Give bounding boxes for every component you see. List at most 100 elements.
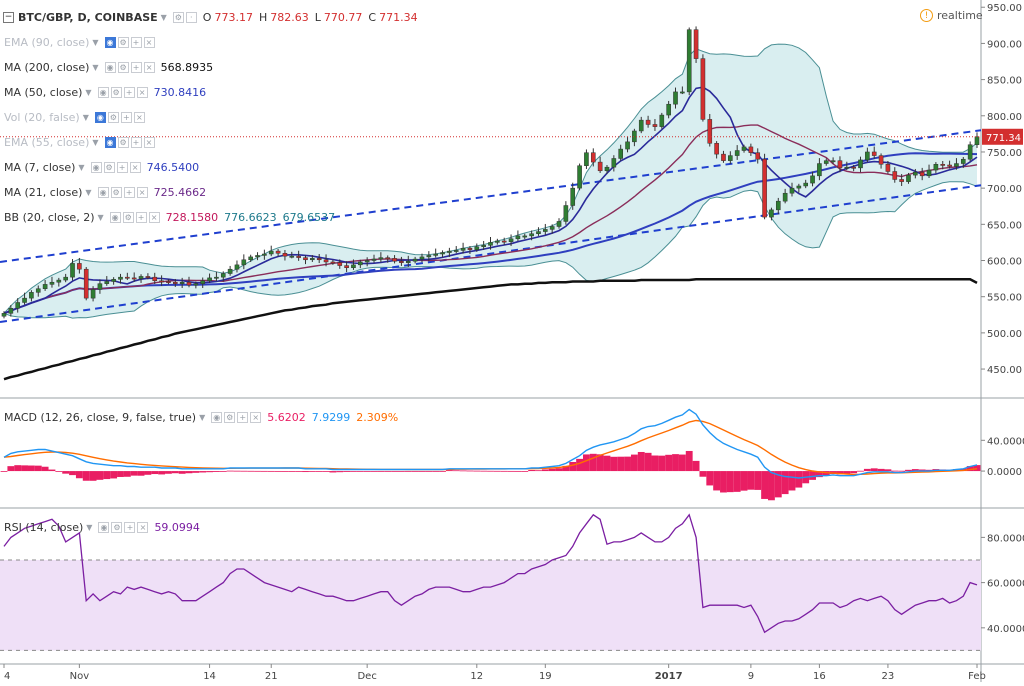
candle-body (344, 265, 349, 268)
candle (63, 273, 68, 283)
close-icon[interactable]: × (143, 36, 155, 48)
macd-histogram-bar (117, 471, 124, 477)
candle (248, 254, 253, 262)
chevron-down-icon[interactable]: ▼ (82, 112, 89, 122)
chevron-down-icon[interactable]: ▼ (78, 162, 85, 172)
eye-icon[interactable]: ◉ (98, 521, 110, 533)
candle-body (954, 163, 959, 167)
candle-body (673, 91, 678, 105)
settings-icon[interactable]: ⚙ (103, 161, 115, 173)
chevron-down-icon[interactable]: ▼ (92, 62, 99, 72)
candle-body (789, 187, 795, 194)
candle (933, 162, 939, 174)
candle (282, 250, 288, 261)
macd-histogram-bar (473, 470, 481, 472)
indicator-label: MA (21, close) (4, 185, 83, 199)
candle (241, 254, 247, 270)
chevron-down-icon[interactable]: ▼ (86, 522, 93, 532)
chevron-down-icon[interactable]: ▼ (97, 212, 104, 222)
price-tick-label: 450.00 (987, 365, 1022, 376)
eye-icon[interactable]: ◉ (109, 211, 121, 223)
add-icon[interactable]: + (130, 136, 142, 148)
close-icon[interactable]: × (133, 111, 145, 123)
macd-histogram-bar (843, 471, 851, 474)
candle-body (83, 268, 89, 299)
eye-icon[interactable]: ◉ (104, 136, 116, 148)
candle-body (358, 261, 363, 266)
add-icon[interactable]: + (130, 61, 142, 73)
chevron-down-icon[interactable]: ▼ (199, 412, 206, 422)
candle-body (618, 148, 623, 159)
settings-icon[interactable]: ⚙ (117, 36, 129, 48)
macd-histogram-bar (158, 471, 166, 475)
candle-body (543, 229, 548, 232)
price-pane[interactable] (0, 26, 982, 381)
close-icon[interactable]: × (143, 61, 155, 73)
eye-icon[interactable]: ◉ (104, 36, 116, 48)
eye-icon[interactable]: ◉ (211, 411, 223, 423)
add-icon[interactable]: + (120, 111, 132, 123)
settings-icon[interactable]: ⚙ (122, 211, 134, 223)
candle-body (906, 174, 911, 182)
close-icon[interactable]: × (148, 211, 160, 223)
settings-icon[interactable]: ⚙ (110, 86, 122, 98)
eye-icon[interactable]: ◉ (104, 61, 116, 73)
settings-icon[interactable]: ⚙ (172, 11, 184, 23)
chevron-down-icon[interactable]: ▼ (92, 137, 99, 147)
chevron-down-icon[interactable]: ▼ (160, 12, 167, 22)
time-tick-label: 19 (539, 671, 552, 682)
macd-histogram-bar (487, 470, 494, 472)
candle-body (680, 91, 685, 94)
candle (769, 207, 774, 221)
close-icon[interactable]: × (136, 86, 148, 98)
rsi-pane[interactable] (0, 513, 981, 651)
chevron-down-icon[interactable]: ▼ (85, 87, 92, 97)
candle-body (474, 246, 480, 250)
add-icon[interactable]: + (123, 86, 135, 98)
settings-icon[interactable]: ⚙ (117, 61, 129, 73)
close-icon[interactable]: × (143, 136, 155, 148)
settings-icon[interactable]: ⚙ (224, 411, 236, 423)
macd-histogram-bar (260, 470, 268, 472)
candle (522, 233, 528, 240)
chevron-down-icon[interactable]: ▼ (92, 37, 99, 47)
candle-body (632, 130, 637, 143)
add-icon[interactable]: + (116, 161, 128, 173)
candle-body (118, 276, 123, 280)
candle-body (166, 281, 171, 283)
macd-histogram-bar (404, 471, 412, 472)
settings-icon[interactable]: ⚙ (111, 521, 123, 533)
close-icon[interactable]: × (137, 521, 149, 533)
settings-icon[interactable]: ⚙ (117, 136, 129, 148)
candle-body (159, 280, 164, 283)
add-icon[interactable]: + (135, 211, 147, 223)
macd-signal-value: 7.9299 (311, 410, 351, 424)
macd-pane[interactable] (0, 408, 981, 501)
macd-histogram-bar (795, 471, 803, 488)
add-icon[interactable]: + (130, 36, 142, 48)
more-icon[interactable]: · (185, 11, 197, 23)
macd-histogram-bar (206, 471, 213, 473)
eye-icon[interactable]: ◉ (97, 186, 109, 198)
chevron-down-icon[interactable]: ▼ (85, 187, 92, 197)
settings-icon[interactable]: ⚙ (110, 186, 122, 198)
add-icon[interactable]: + (237, 411, 249, 423)
candle (693, 26, 699, 63)
eye-icon[interactable]: ◉ (97, 86, 109, 98)
macd-histogram-bar (432, 471, 440, 472)
settings-icon[interactable]: ⚙ (107, 111, 119, 123)
collapse-icon[interactable]: − (3, 11, 14, 23)
indicator-legend-7: BB (20, close, 2) ▼ ◉ ⚙ + × 728.1580 776.6623 67… (0, 208, 335, 226)
close-icon[interactable]: × (250, 411, 262, 423)
close-icon[interactable]: × (129, 161, 141, 173)
close-icon[interactable]: × (136, 186, 148, 198)
eye-icon[interactable]: ◉ (94, 111, 106, 123)
candle (803, 179, 809, 189)
indicator-legend-5: MA (7, close) ▼ ◉ ⚙ + × 746.5400 (0, 158, 199, 176)
add-icon[interactable]: + (123, 186, 135, 198)
candle (364, 257, 370, 267)
add-icon[interactable]: + (124, 521, 136, 533)
eye-icon[interactable]: ◉ (90, 161, 102, 173)
macd-histogram-bar (212, 471, 220, 472)
